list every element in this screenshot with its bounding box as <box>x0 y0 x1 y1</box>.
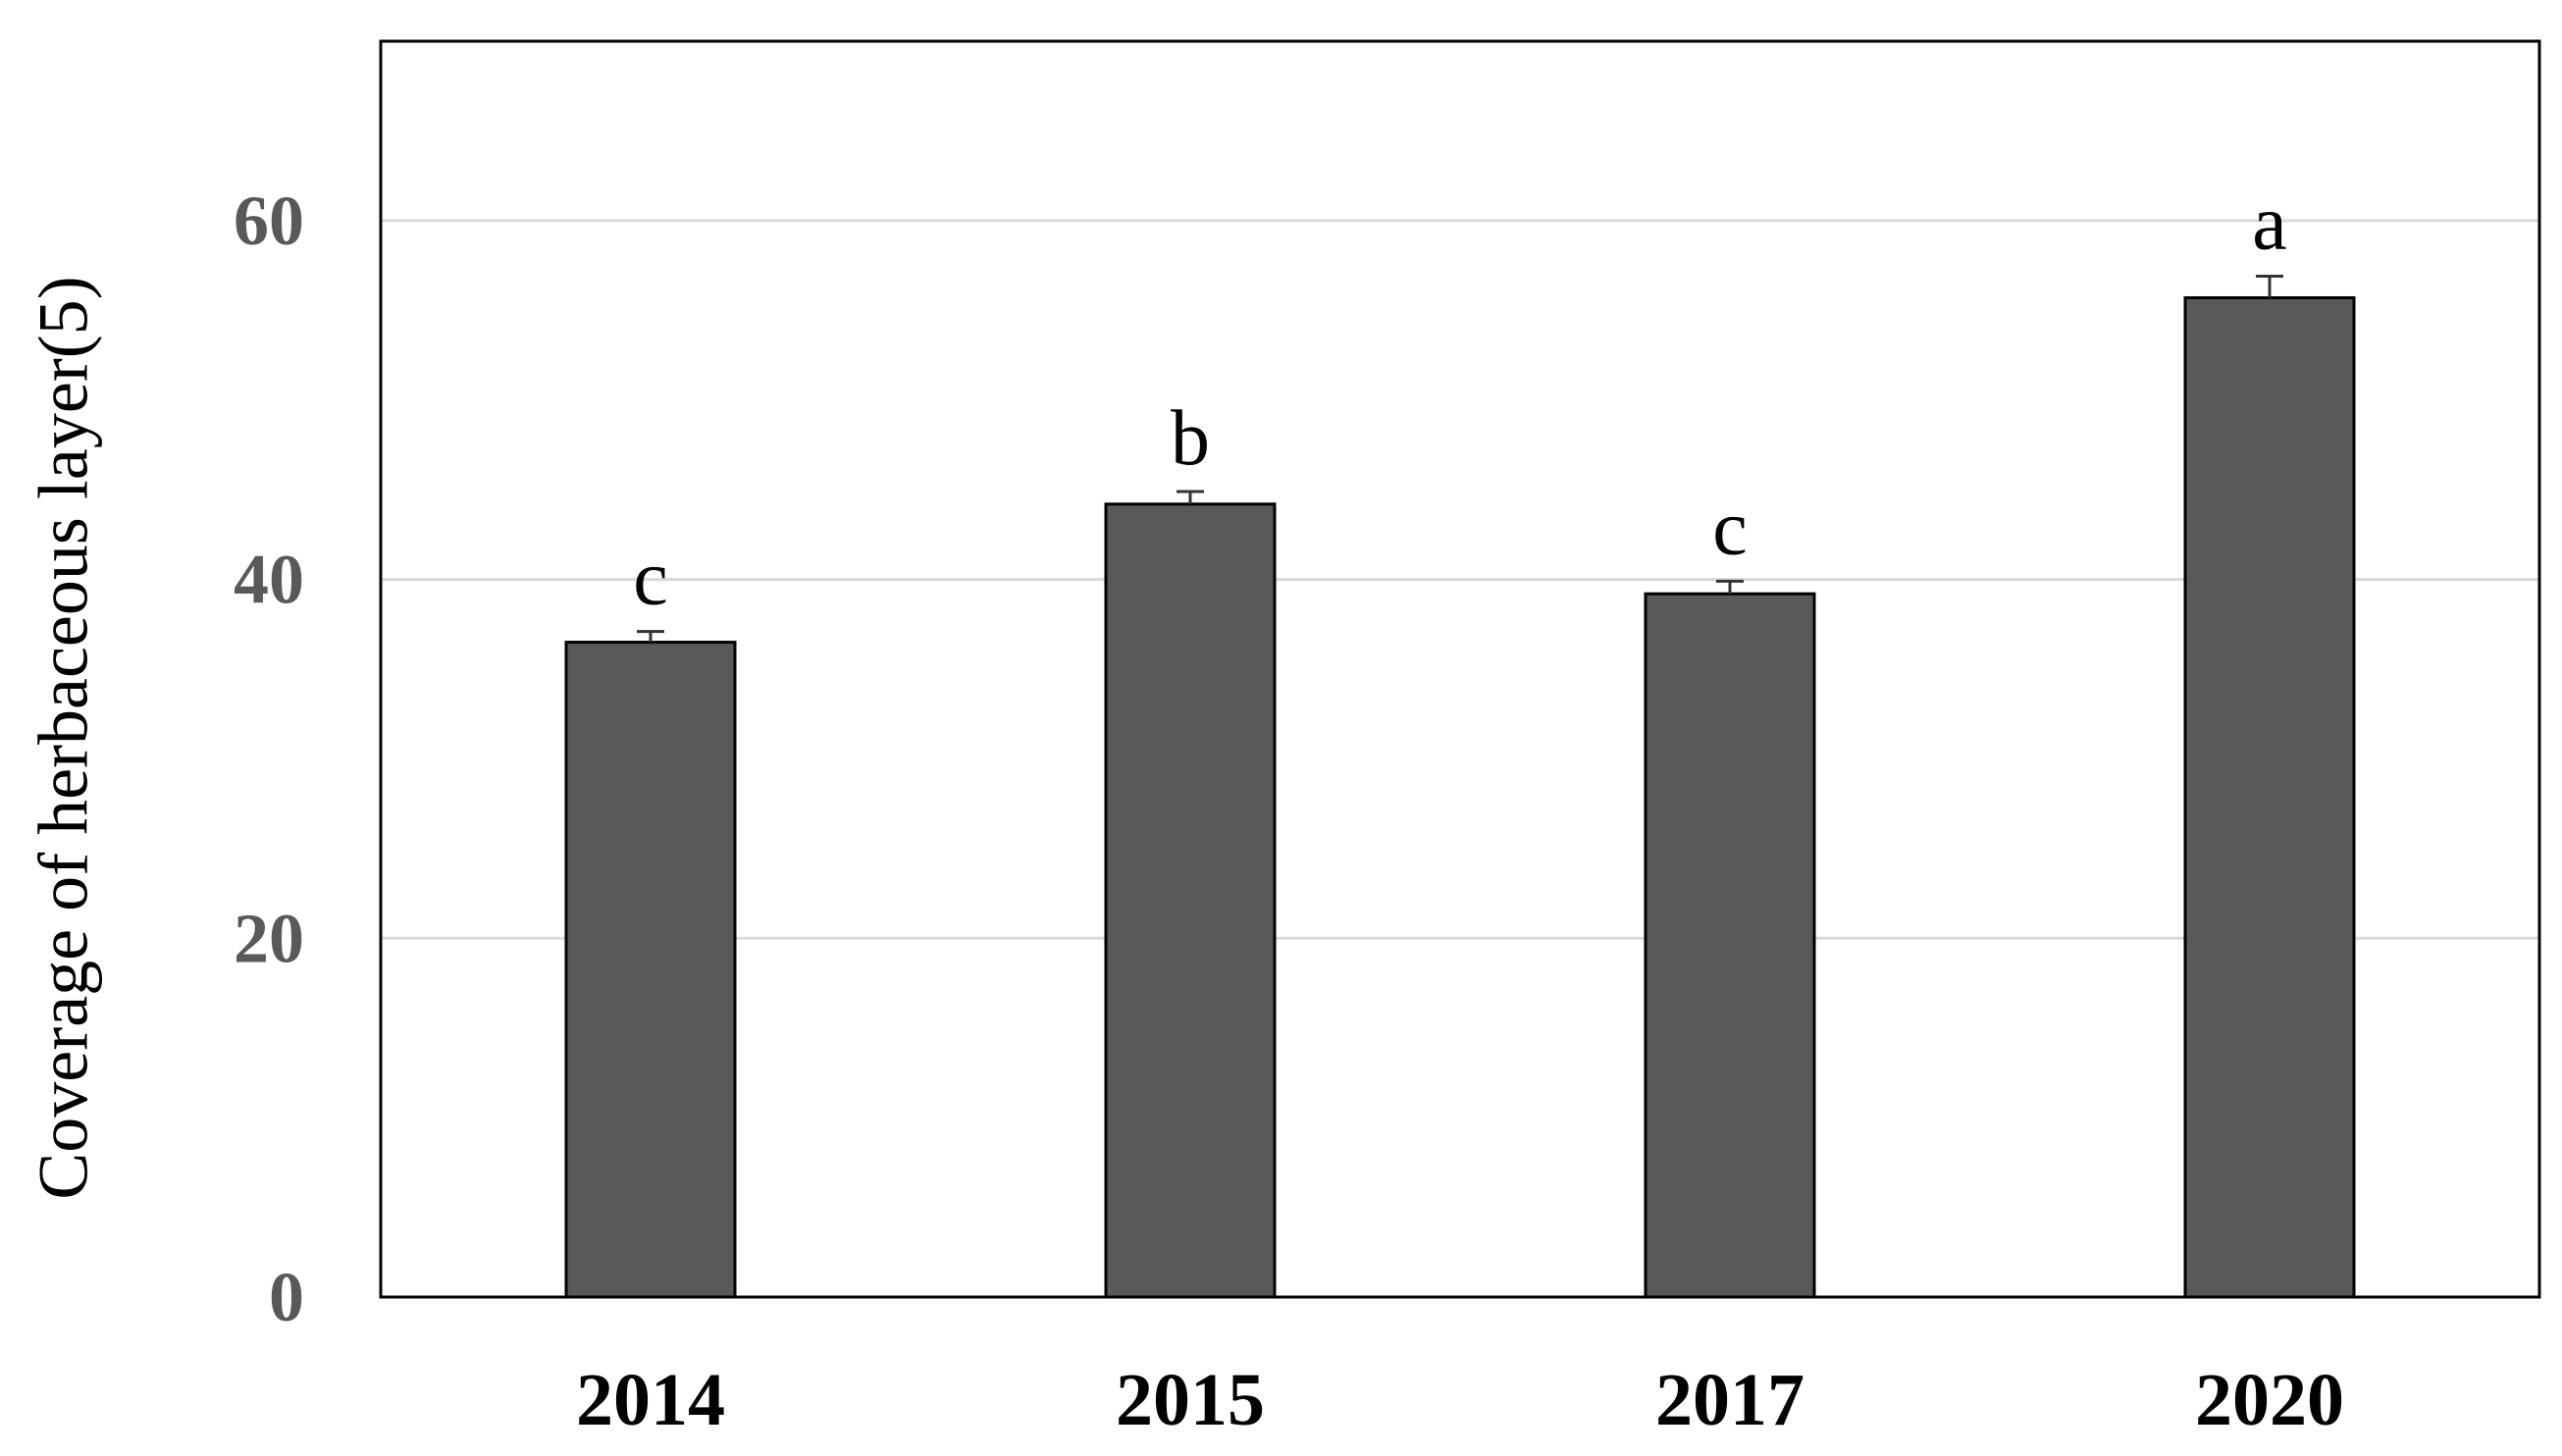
bar <box>2183 295 2356 1299</box>
y-tick-label: 20 <box>234 899 304 977</box>
bar <box>564 641 737 1299</box>
significance-label: a <box>2252 181 2287 267</box>
y-axis-label: Coverage of herbaceous layer(5) <box>25 276 103 1200</box>
x-tick-label: 2020 <box>2195 1359 2344 1441</box>
y-tick-labels: 0 20 40 60 <box>234 182 304 1336</box>
bars: c b c a <box>564 181 2356 1299</box>
y-tick-label: 40 <box>234 541 304 619</box>
significance-label: c <box>1712 485 1748 571</box>
x-tick-labels: 2014 2015 2017 2020 <box>576 1359 2344 1441</box>
x-tick-label: 2017 <box>1655 1359 1804 1441</box>
x-tick-label: 2014 <box>576 1359 725 1441</box>
bar <box>1104 502 1277 1299</box>
bar <box>1644 592 1816 1299</box>
gridlines <box>381 219 2539 940</box>
x-tick-label: 2015 <box>1116 1359 1265 1441</box>
plot-frame <box>379 39 2541 1299</box>
significance-label: b <box>1171 395 1210 482</box>
y-tick-label: 0 <box>269 1258 304 1336</box>
y-tick-label: 60 <box>234 182 304 260</box>
significance-label: c <box>633 536 668 622</box>
